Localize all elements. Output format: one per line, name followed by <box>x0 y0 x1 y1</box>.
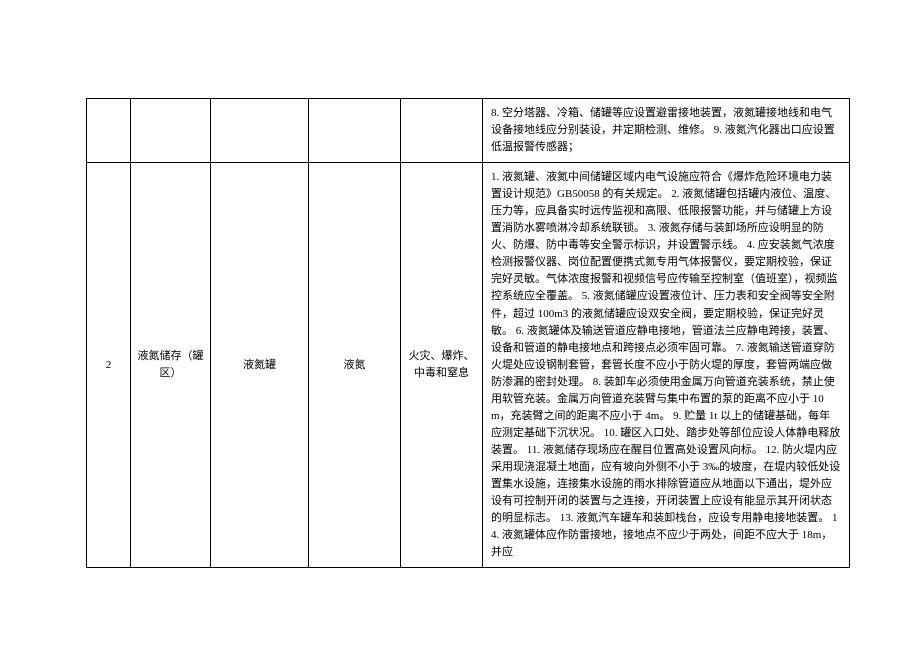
cell-r2-idx: 2 <box>87 163 131 568</box>
cell-r1-measures: 8. 空分塔器、冷箱、储罐等应设置避雷接地装置，液氮罐接地线和电气设备接地线应分… <box>483 99 850 163</box>
safety-table: 8. 空分塔器、冷箱、储罐等应设置避雷接地装置，液氮罐接地线和电气设备接地线应分… <box>86 98 850 568</box>
cell-r1-area <box>131 99 211 163</box>
table-row: 8. 空分塔器、冷箱、储罐等应设置避雷接地装置，液氮罐接地线和电气设备接地线应分… <box>87 99 850 163</box>
cell-r1-substance <box>309 99 401 163</box>
cell-r2-equip: 液氮罐 <box>211 163 309 568</box>
table-row: 2 液氮储存（罐区） 液氮罐 液氮 火灾、爆炸、中毒和窒息 1. 液氮罐、液氮中… <box>87 163 850 568</box>
cell-r2-measures: 1. 液氮罐、液氮中间储罐区域内电气设施应符合《爆炸危险环境电力装置设计规范》G… <box>483 163 850 568</box>
cell-r1-equip <box>211 99 309 163</box>
cell-r2-hazard: 火灾、爆炸、中毒和窒息 <box>401 163 483 568</box>
cell-r2-area: 液氮储存（罐区） <box>131 163 211 568</box>
cell-r1-idx <box>87 99 131 163</box>
cell-r1-hazard <box>401 99 483 163</box>
cell-r2-substance: 液氮 <box>309 163 401 568</box>
